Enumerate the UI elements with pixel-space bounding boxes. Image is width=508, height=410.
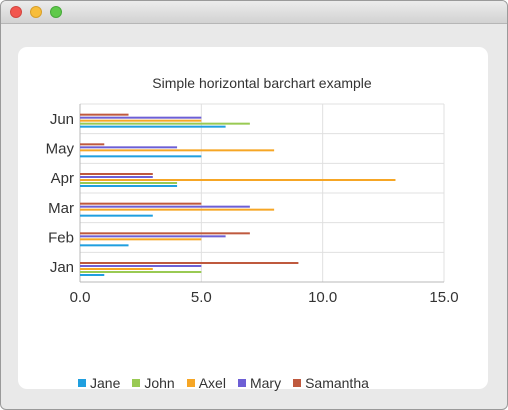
x-tick-label: 15.0	[429, 289, 458, 306]
legend-label: John	[144, 375, 175, 391]
bar-chart: Simple horizontal barchart example Jan Feb…	[46, 75, 459, 306]
bar-john-apr	[80, 182, 178, 184]
bar-samantha-feb	[80, 232, 250, 235]
x-tick-label: 0.0	[70, 289, 91, 306]
bar-mary-feb	[80, 235, 226, 238]
chart-title: Simple horizontal barchart example	[152, 75, 372, 91]
chart-card: Simple horizontal barchart example Jan Feb…	[18, 47, 488, 392]
x-tick-label: 5.0	[191, 289, 212, 306]
y-tick-label: Jun	[50, 111, 74, 128]
title-bar	[1, 1, 507, 24]
legend-label: Mary	[249, 375, 282, 391]
legend: Jane John Axel Mary Samantha	[78, 374, 381, 392]
bar-axel-feb	[80, 238, 202, 241]
bar-samantha-apr	[80, 173, 153, 175]
legend-label: Samantha	[305, 375, 369, 391]
bar-mary-jun	[80, 116, 202, 119]
bar-mary-jan	[80, 265, 202, 267]
bar-samantha-mar	[80, 202, 202, 205]
x-tick-label: 10.0	[308, 289, 337, 306]
bar-john-jan	[80, 271, 202, 273]
y-tick-label: Apr	[51, 170, 74, 187]
bar-samantha-jun	[80, 113, 129, 116]
legend-swatch	[293, 379, 302, 387]
close-window-button[interactable]	[10, 6, 22, 18]
bar-jane-jun	[80, 125, 226, 128]
bar-axel-jan	[80, 268, 153, 270]
legend-item-jane: Jane	[78, 375, 120, 391]
bar-jane-apr	[80, 185, 178, 187]
y-tick-label: Feb	[48, 230, 74, 247]
bar-jane-mar	[80, 214, 153, 217]
legend-item-john: John	[132, 375, 175, 391]
legend-item-axel: Axel	[186, 375, 226, 391]
bar-john-jun	[80, 122, 250, 125]
legend-swatch	[186, 379, 195, 387]
legend-swatch	[132, 379, 141, 387]
legend-item-mary: Mary	[237, 375, 282, 391]
legend-item-samantha: Samantha	[293, 375, 369, 391]
legend-swatch	[237, 379, 246, 387]
y-tick-label: May	[46, 141, 75, 158]
bar-jane-jan	[80, 274, 105, 276]
bar-mary-may	[80, 146, 178, 149]
legend-swatch	[78, 379, 86, 387]
bar-jane-feb	[80, 244, 129, 247]
bar-axel-apr	[80, 179, 396, 181]
zoom-window-button[interactable]	[50, 6, 62, 18]
legend-label: Axel	[198, 375, 226, 391]
bar-mary-mar	[80, 205, 250, 208]
bar-jane-may	[80, 155, 202, 158]
bar-mary-apr	[80, 176, 153, 178]
bar-samantha-jan	[80, 262, 299, 264]
y-tick-label: Mar	[48, 200, 74, 217]
bar-axel-mar	[80, 208, 275, 211]
minimize-window-button[interactable]	[30, 6, 42, 18]
bar-axel-jun	[80, 119, 202, 122]
y-tick-label: Jan	[50, 259, 74, 276]
legend-label: Jane	[90, 375, 121, 391]
bar-axel-may	[80, 149, 275, 152]
bar-samantha-may	[80, 143, 105, 146]
